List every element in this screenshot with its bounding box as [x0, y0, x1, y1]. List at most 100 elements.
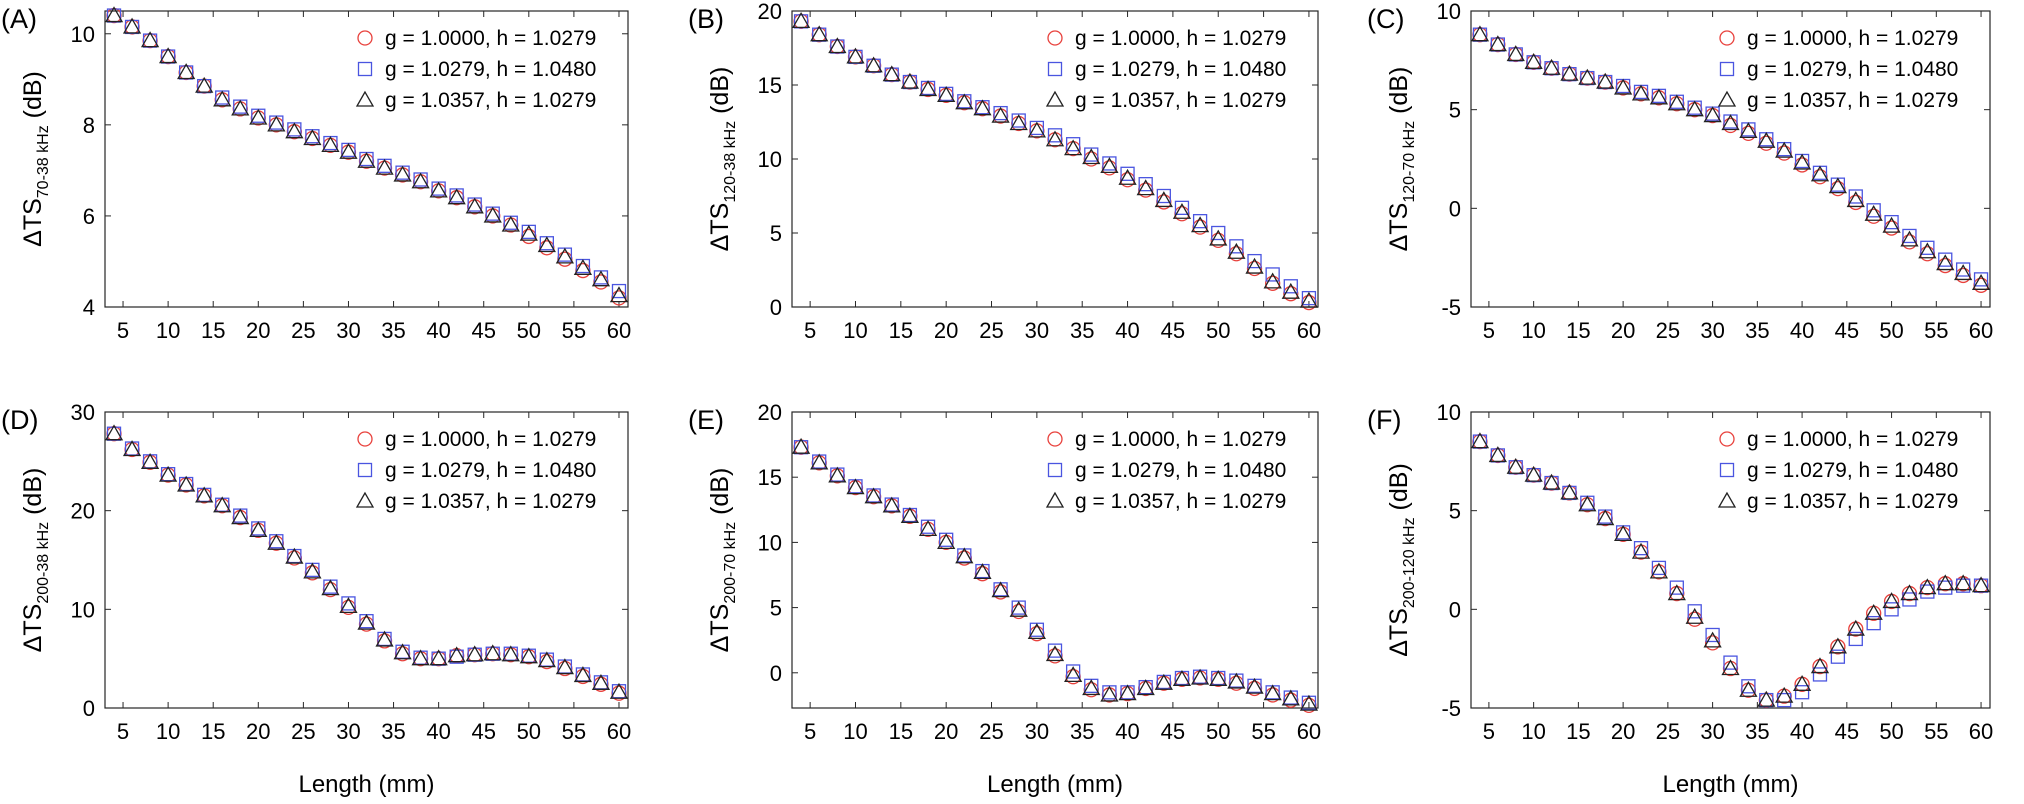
- data-point: [1669, 580, 1684, 595]
- legend-label: g = 1.0357, h = 1.0279: [1075, 89, 1286, 112]
- data-point: [1192, 214, 1208, 229]
- x-tick-label: 30: [1025, 318, 1049, 343]
- data-point: [1118, 684, 1137, 701]
- legend-marker-triangle: [1717, 90, 1737, 107]
- panel-label: (A): [1, 4, 37, 34]
- data-point: [1971, 576, 1991, 593]
- data-point: [1190, 668, 1210, 685]
- y-tick-label: 15: [758, 465, 782, 490]
- legend-marker-square: [1047, 462, 1063, 478]
- x-tick-label: 40: [426, 719, 450, 744]
- data-point: [1047, 128, 1063, 143]
- data-point: [213, 496, 232, 513]
- data-point: [411, 649, 430, 666]
- x-tick-label: 60: [607, 719, 631, 744]
- y-axis-label-unit: (dB): [706, 67, 734, 121]
- y-axis-label: ΔTS120-70 kHz (dB): [1385, 67, 1418, 252]
- data-point: [122, 17, 142, 34]
- data-point: [501, 215, 520, 232]
- data-point: [303, 129, 322, 146]
- y-tick-label: 0: [770, 661, 782, 686]
- data-point: [1172, 202, 1192, 219]
- data-point: [1794, 153, 1810, 169]
- x-tick-label: 40: [1115, 318, 1139, 343]
- data-point: [483, 206, 502, 223]
- data-point: [1506, 457, 1525, 474]
- data-point: [1723, 114, 1738, 129]
- data-point: [1263, 684, 1282, 701]
- y-axis-label-main: ΔTS: [1385, 608, 1413, 657]
- data-point: [1281, 282, 1300, 299]
- x-tick-label: 5: [1483, 318, 1495, 343]
- y-tick-label: 20: [71, 499, 95, 524]
- data-point: [1739, 122, 1758, 139]
- data-point: [1082, 679, 1101, 696]
- legend: g = 1.0000, h = 1.0279 g = 1.0279, h = 1.…: [1717, 27, 1958, 112]
- data-point: [1045, 645, 1065, 662]
- data-point: [882, 65, 901, 82]
- legend-marker-square: [1719, 61, 1735, 77]
- x-tick-label: 35: [1070, 719, 1094, 744]
- panel-label: (D): [1, 405, 38, 435]
- data-point: [993, 105, 1008, 121]
- chart-panel-2: 5 10 15 20 25 30 35 40 45 50 55 6005101520(B)ΔTS120…: [688, 0, 1321, 343]
- x-tick-label: 35: [1745, 318, 1769, 343]
- x-tick-label: 20: [246, 719, 270, 744]
- data-point: [1118, 168, 1137, 185]
- data-point: [465, 645, 484, 662]
- data-point: [1470, 432, 1490, 449]
- legend-marker-square: [357, 462, 373, 478]
- data-point: [1812, 667, 1828, 682]
- data-point: [1065, 137, 1081, 152]
- data-point: [1848, 189, 1863, 204]
- data-point: [1792, 153, 1812, 170]
- legend-label: g = 1.0279, h = 1.0480: [1747, 459, 1958, 482]
- x-tick-label: 55: [1924, 318, 1948, 343]
- data-point: [900, 72, 920, 89]
- data-point: [1900, 230, 1919, 247]
- data-point: [483, 644, 502, 661]
- data-point: [1190, 216, 1210, 233]
- x-tick-label: 55: [562, 719, 586, 744]
- data-point: [1047, 643, 1063, 658]
- chart-panel-3: 5 10 15 20 25 30 35 40 45 50 55 60 -5 0 5 10 (C) ΔTS120-7…: [1367, 0, 1993, 343]
- x-tick-label: 50: [517, 719, 541, 744]
- data-point: [1631, 84, 1651, 101]
- x-tick-label: 30: [1700, 318, 1724, 343]
- plot-area: [791, 10, 1319, 308]
- data-point: [122, 440, 142, 457]
- y-axis-label-main: ΔTS: [19, 604, 47, 653]
- y-tick-label: 10: [1437, 0, 1461, 24]
- legend-marker-circle: [1719, 30, 1735, 46]
- data-point: [1651, 560, 1667, 576]
- data-point: [1633, 541, 1649, 556]
- data-point: [846, 47, 865, 64]
- data-point: [1631, 542, 1651, 559]
- data-point: [177, 63, 196, 80]
- data-point: [341, 596, 356, 611]
- data-point: [1775, 686, 1794, 703]
- data-point: [1011, 113, 1026, 128]
- data-point: [1138, 177, 1153, 192]
- data-point: [1064, 139, 1083, 156]
- data-point: [937, 533, 956, 550]
- x-tick-label: 25: [291, 318, 315, 343]
- x-tick-label: 60: [1969, 719, 1993, 744]
- plot-area: [1470, 411, 1991, 709]
- data-point: [1685, 607, 1704, 624]
- chart-panel-4: 5 10 15 20 25 30 35 40 45 50 55 60 0 10 20 30 (D) ΔTS200-…: [1, 400, 631, 798]
- data-point: [1542, 58, 1561, 75]
- data-point: [1154, 673, 1173, 690]
- data-point: [1864, 603, 1883, 620]
- x-tick-label: 35: [381, 318, 405, 343]
- data-point: [1560, 483, 1579, 500]
- legend-label: g = 1.0000, h = 1.0279: [1075, 27, 1286, 50]
- data-point: [1470, 25, 1490, 42]
- y-tick-label: 5: [770, 596, 782, 621]
- data-point: [1560, 64, 1579, 81]
- data-point: [1830, 649, 1846, 664]
- data-point: [1971, 274, 1991, 290]
- data-point: [1794, 157, 1810, 173]
- data-point: [573, 258, 593, 275]
- data-point: [1703, 631, 1722, 648]
